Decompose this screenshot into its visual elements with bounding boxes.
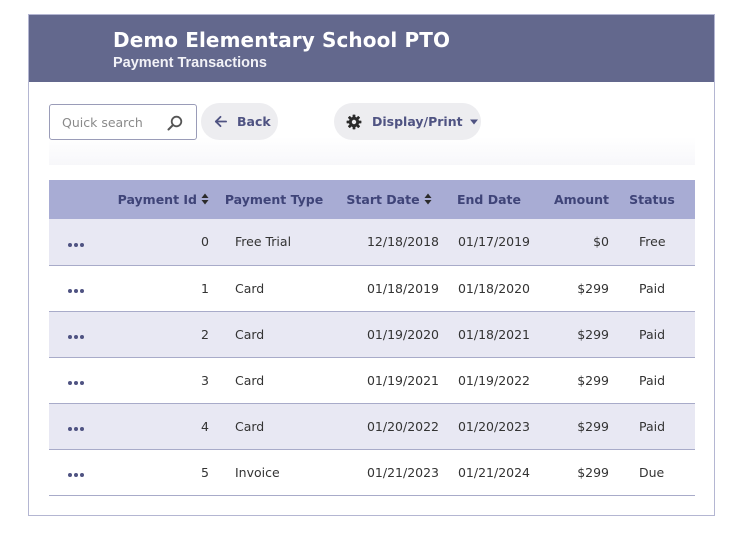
cell-start-date: 01/19/2021 <box>366 372 439 388</box>
header-payment-type[interactable]: Payment Type <box>224 192 324 207</box>
ellipsis-icon[interactable] <box>68 470 84 480</box>
sort-icon <box>424 193 432 205</box>
cell-payment-id: 4 <box>201 418 209 434</box>
gear-icon <box>346 114 362 129</box>
row-menu[interactable] <box>49 403 109 449</box>
payment-transactions-panel: Demo Elementary School PTO Payment Trans… <box>28 14 715 516</box>
cell-end-date: 01/18/2020 <box>457 280 531 296</box>
cell-status: Paid <box>639 372 666 388</box>
quick-search <box>49 104 197 140</box>
display-print-label: Display/Print <box>372 114 463 129</box>
ellipsis-icon[interactable] <box>68 240 84 250</box>
cell-status: Free <box>639 234 666 250</box>
search-input[interactable] <box>50 105 160 139</box>
row-menu[interactable] <box>49 311 109 357</box>
cell-amount: $299 <box>577 372 609 388</box>
page-title: Demo Elementary School PTO <box>113 28 451 52</box>
cell-amount: $299 <box>577 464 609 480</box>
cell-payment-type: Card <box>235 326 265 342</box>
cell-start-date: 01/20/2022 <box>366 418 439 434</box>
cell-start-date: 01/19/2020 <box>366 326 439 342</box>
cell-payment-type: Card <box>235 418 265 434</box>
header-end-date[interactable]: End Date <box>456 192 521 207</box>
cell-status: Paid <box>639 280 666 296</box>
back-button[interactable]: Back <box>201 103 278 140</box>
table-row[interactable]: 1 Card 01/18/2019 01/18/2020 $299 Paid <box>49 265 695 311</box>
table-row[interactable]: 2 Card 01/19/2020 01/18/2021 $299 Paid <box>49 311 695 357</box>
cell-payment-type: Invoice <box>235 464 280 480</box>
row-menu[interactable] <box>49 449 109 495</box>
page-subtitle: Payment Transactions <box>113 55 267 71</box>
cell-payment-id: 2 <box>201 326 209 342</box>
cell-status: Paid <box>639 418 666 434</box>
header-status[interactable]: Status <box>629 192 675 207</box>
ellipsis-icon[interactable] <box>68 332 84 342</box>
header-amount[interactable]: Amount <box>553 192 609 207</box>
cell-amount: $299 <box>577 280 609 296</box>
cell-start-date: 01/21/2023 <box>366 464 439 480</box>
cell-end-date: 01/20/2023 <box>457 418 531 434</box>
ellipsis-icon[interactable] <box>68 378 84 388</box>
cell-amount: $299 <box>577 326 609 342</box>
row-menu[interactable] <box>49 219 109 265</box>
cell-amount: $299 <box>577 418 609 434</box>
table-row[interactable]: 3 Card 01/19/2021 01/19/2022 $299 Paid <box>49 357 695 403</box>
cell-payment-id: 1 <box>201 280 209 296</box>
cell-payment-type: Card <box>235 372 265 388</box>
ellipsis-icon[interactable] <box>68 286 84 296</box>
cell-payment-id: 5 <box>201 464 209 480</box>
row-menu[interactable] <box>49 265 109 311</box>
cell-amount: $0 <box>593 234 609 250</box>
header-actions <box>49 180 109 219</box>
cell-end-date: 01/17/2019 <box>457 234 531 250</box>
cell-start-date: 01/18/2019 <box>366 280 439 296</box>
cell-start-date: 12/18/2018 <box>366 234 439 250</box>
cell-end-date: 01/19/2022 <box>457 372 531 388</box>
page-header: Demo Elementary School PTO Payment Trans… <box>29 15 714 82</box>
arrow-left-icon <box>214 115 227 128</box>
display-print-button[interactable]: Display/Print <box>334 103 481 140</box>
payments-table-container: Payment Id Payment Type Start Date End D… <box>49 180 695 496</box>
header-start-date[interactable]: Start Date <box>339 180 439 219</box>
cell-payment-id: 0 <box>201 234 209 250</box>
cell-status: Due <box>639 464 665 480</box>
table-header-row: Payment Id Payment Type Start Date End D… <box>49 180 695 219</box>
cell-status: Paid <box>639 326 666 342</box>
cell-payment-type: Free Trial <box>235 234 292 250</box>
cell-payment-type: Card <box>235 280 265 296</box>
cell-end-date: 01/18/2021 <box>457 326 531 342</box>
sort-icon <box>201 193 209 205</box>
table-row[interactable]: 4 Card 01/20/2022 01/20/2023 $299 Paid <box>49 403 695 449</box>
header-payment-id[interactable]: Payment Id <box>109 180 209 219</box>
ellipsis-icon[interactable] <box>68 424 84 434</box>
back-button-label: Back <box>237 114 271 129</box>
table-row[interactable]: 0 Free Trial 12/18/2018 01/17/2019 $0 Fr… <box>49 219 695 265</box>
caret-down-icon <box>469 119 478 124</box>
cell-payment-id: 3 <box>201 372 209 388</box>
row-menu[interactable] <box>49 357 109 403</box>
cell-end-date: 01/21/2024 <box>457 464 531 480</box>
payments-table: Payment Id Payment Type Start Date End D… <box>49 180 695 496</box>
table-row[interactable]: 5 Invoice 01/21/2023 01/21/2024 $299 Due <box>49 449 695 495</box>
search-icon[interactable] <box>167 115 183 131</box>
